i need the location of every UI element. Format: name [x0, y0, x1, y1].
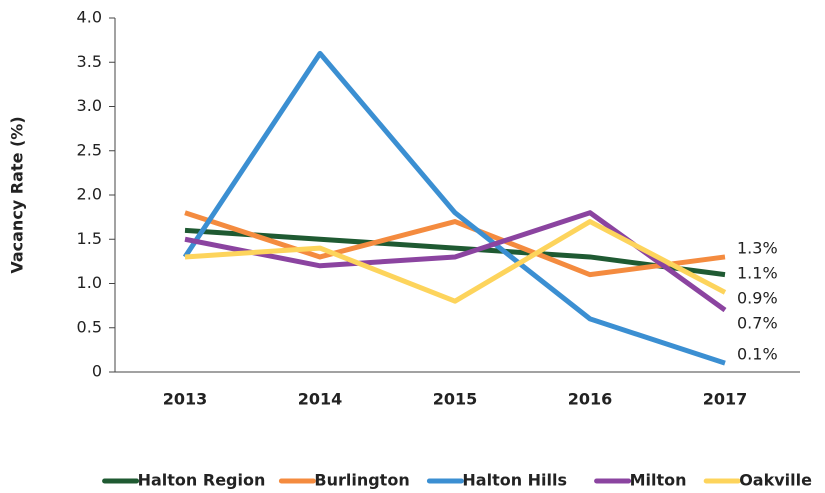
legend-label: Milton — [630, 471, 687, 490]
y-tick-label: 3.0 — [77, 96, 102, 115]
x-tick-label: 2015 — [433, 390, 478, 409]
legend-label: Halton Hills — [462, 471, 567, 490]
data-label: 0.7% — [737, 313, 778, 332]
x-tick-label: 2016 — [568, 390, 613, 409]
y-tick-label: 4.0 — [77, 8, 102, 27]
data-label: 1.1% — [737, 263, 778, 282]
data-label: 0.9% — [737, 288, 778, 307]
x-tick-label: 2013 — [163, 390, 208, 409]
line-series — [184, 219, 727, 304]
y-axis-label: Vacancy Rate (%) — [8, 116, 27, 273]
line-series — [184, 210, 727, 313]
legend-label: Burlington — [314, 471, 409, 490]
legend-label: Oakville — [739, 471, 812, 490]
y-tick-label: 2.5 — [77, 140, 102, 159]
x-tick-label: 2017 — [703, 390, 748, 409]
x-tick-label: 2014 — [298, 390, 343, 409]
y-tick-label: 1.0 — [77, 273, 102, 292]
line-series — [184, 227, 726, 278]
y-tick-label: 3.5 — [77, 52, 102, 71]
y-tick-label: 0 — [92, 362, 102, 381]
legend-label: Halton Region — [138, 471, 266, 490]
line-series — [182, 50, 726, 366]
data-label: 0.1% — [737, 345, 778, 364]
y-tick-label: 0.5 — [77, 317, 102, 336]
line-series — [184, 210, 726, 278]
y-tick-label: 1.5 — [77, 229, 102, 248]
y-tick-label: 2.0 — [77, 185, 102, 204]
data-label: 1.3% — [737, 238, 778, 257]
